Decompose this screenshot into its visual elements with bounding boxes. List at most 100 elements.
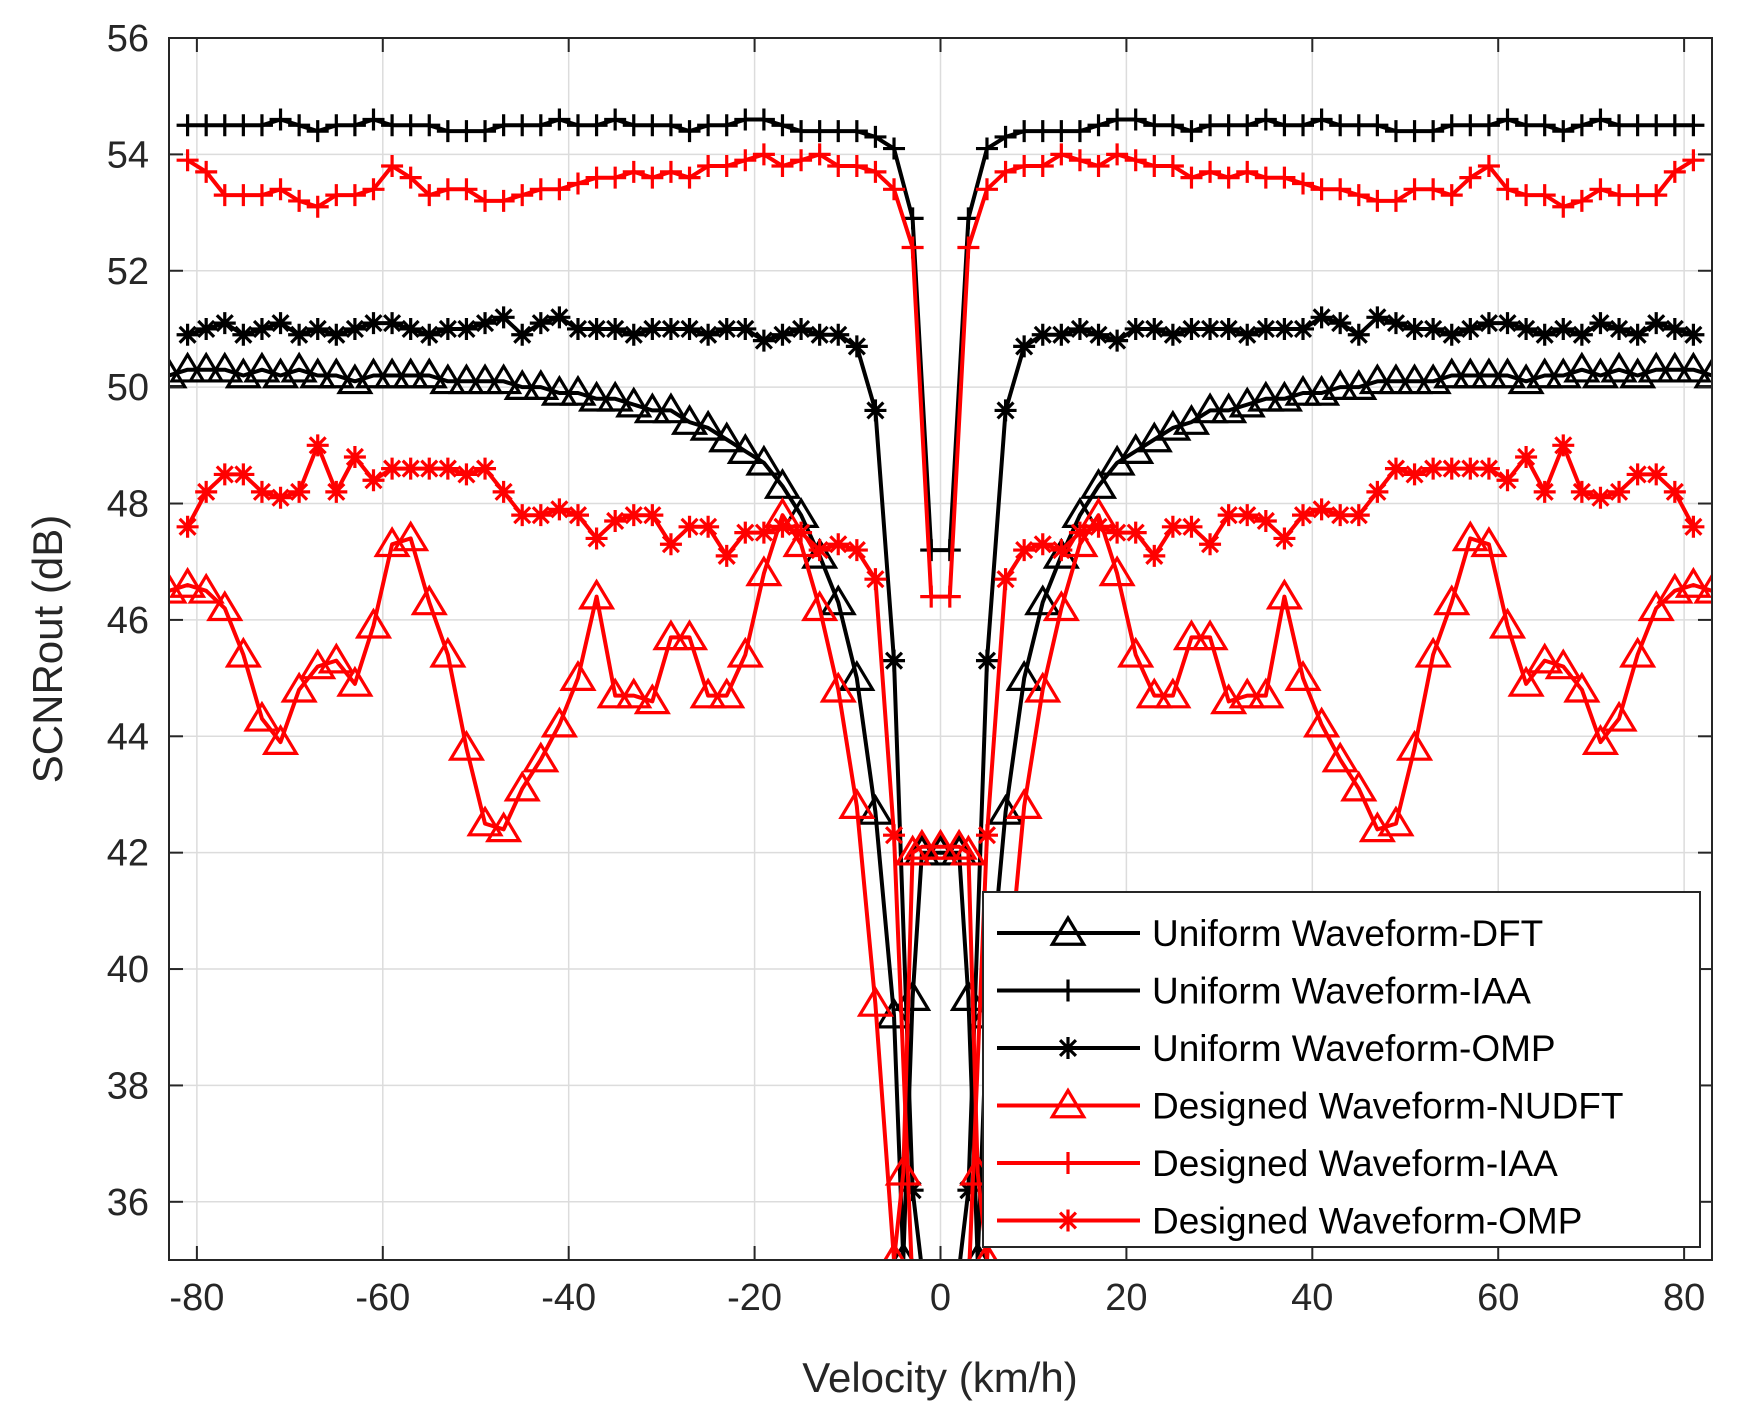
data-point [752,143,775,166]
data-point [362,178,385,201]
data-point [1087,114,1110,137]
data-point [1515,184,1538,207]
data-point [1366,189,1389,212]
data-point [615,677,653,709]
y-tick-label: 48 [107,484,149,526]
data-point [485,811,523,843]
data-point [902,1278,924,1300]
data-point [864,160,887,183]
series-layer [169,108,1712,1300]
data-point [399,457,422,480]
data-point [1395,363,1434,395]
data-point [466,363,504,395]
legend-box [982,891,1701,1248]
data-point [522,369,560,400]
y-axis-title: SCNRout (dB) [24,515,71,783]
data-point [1477,312,1500,335]
data-point [864,568,887,591]
data-point [1087,323,1110,346]
data-point [1608,114,1631,137]
y-tick-label: 50 [107,367,149,409]
data-point [827,533,850,556]
data-point [418,323,441,346]
data-point [752,521,775,544]
data-point [474,120,497,143]
data-point [1682,323,1705,346]
data-point [1533,323,1556,346]
data-point [566,172,589,195]
data-point [1422,178,1445,201]
data-point [1674,566,1712,598]
data-point [726,433,764,465]
y-tick-label: 56 [107,18,149,60]
data-point [1470,357,1508,389]
data-point [1693,357,1712,389]
data-point [1570,114,1593,137]
data-point [288,189,311,212]
x-tick-label: -60 [355,1277,410,1319]
data-point [373,357,411,389]
data-point [540,374,578,406]
data-point [1321,369,1359,400]
data-point [343,317,366,340]
data-point [585,166,608,189]
data-point [195,114,218,137]
data-point [1440,184,1463,207]
data-point [195,160,218,183]
data-point [652,392,690,424]
data-point [1191,619,1229,651]
data-point [790,521,813,544]
data-point [1340,770,1378,802]
data-point [492,114,515,137]
data-point [745,555,783,587]
legend-entry: Uniform Waveform-IAA [997,971,1531,1012]
data-point [1254,166,1277,189]
data-point [1310,178,1333,201]
data-point [362,469,385,492]
data-point [1496,312,1519,335]
data-point [752,108,775,131]
x-tick-label: 0 [930,1277,951,1319]
data-point [1180,120,1203,143]
y-tick-label: 44 [107,716,149,758]
data-point [801,590,839,622]
data-point [1310,498,1333,521]
data-point [362,108,385,131]
data-point [1645,312,1668,335]
data-point [604,509,627,532]
data-point [1384,312,1407,335]
data-point [697,155,720,178]
data-point [1124,521,1147,544]
data-point [1451,520,1489,552]
y-tick-labels: 36 38 40 42 44 46 48 50 52 54 56 [107,18,149,1224]
data-point [678,317,701,340]
legend-entry: Designed Waveform-NUDFT [997,1086,1624,1127]
data-point [901,236,924,259]
data-point [250,184,273,207]
data-point [1292,504,1315,527]
data-point [1384,457,1407,480]
data-point [883,1241,905,1260]
data-point [317,642,355,674]
data-point [734,108,757,131]
data-point [418,457,441,480]
data-point [585,527,608,550]
data-point [429,636,467,668]
data-point [1440,323,1463,346]
data-point [474,312,497,335]
data-point [176,515,199,538]
data-point [269,108,292,131]
data-point [1050,120,1073,143]
data-point [548,306,571,329]
data-point [1236,160,1259,183]
data-point [596,677,634,709]
data-point [1161,114,1184,137]
data-point [975,137,998,160]
data-point [678,515,701,538]
data-point [1347,114,1370,137]
legend-label: Designed Waveform-NUDFT [1152,1086,1624,1127]
data-point [1236,323,1259,346]
legend-label: Designed Waveform-OMP [1152,1201,1582,1242]
data-point [288,480,311,503]
data-point [994,399,1017,422]
